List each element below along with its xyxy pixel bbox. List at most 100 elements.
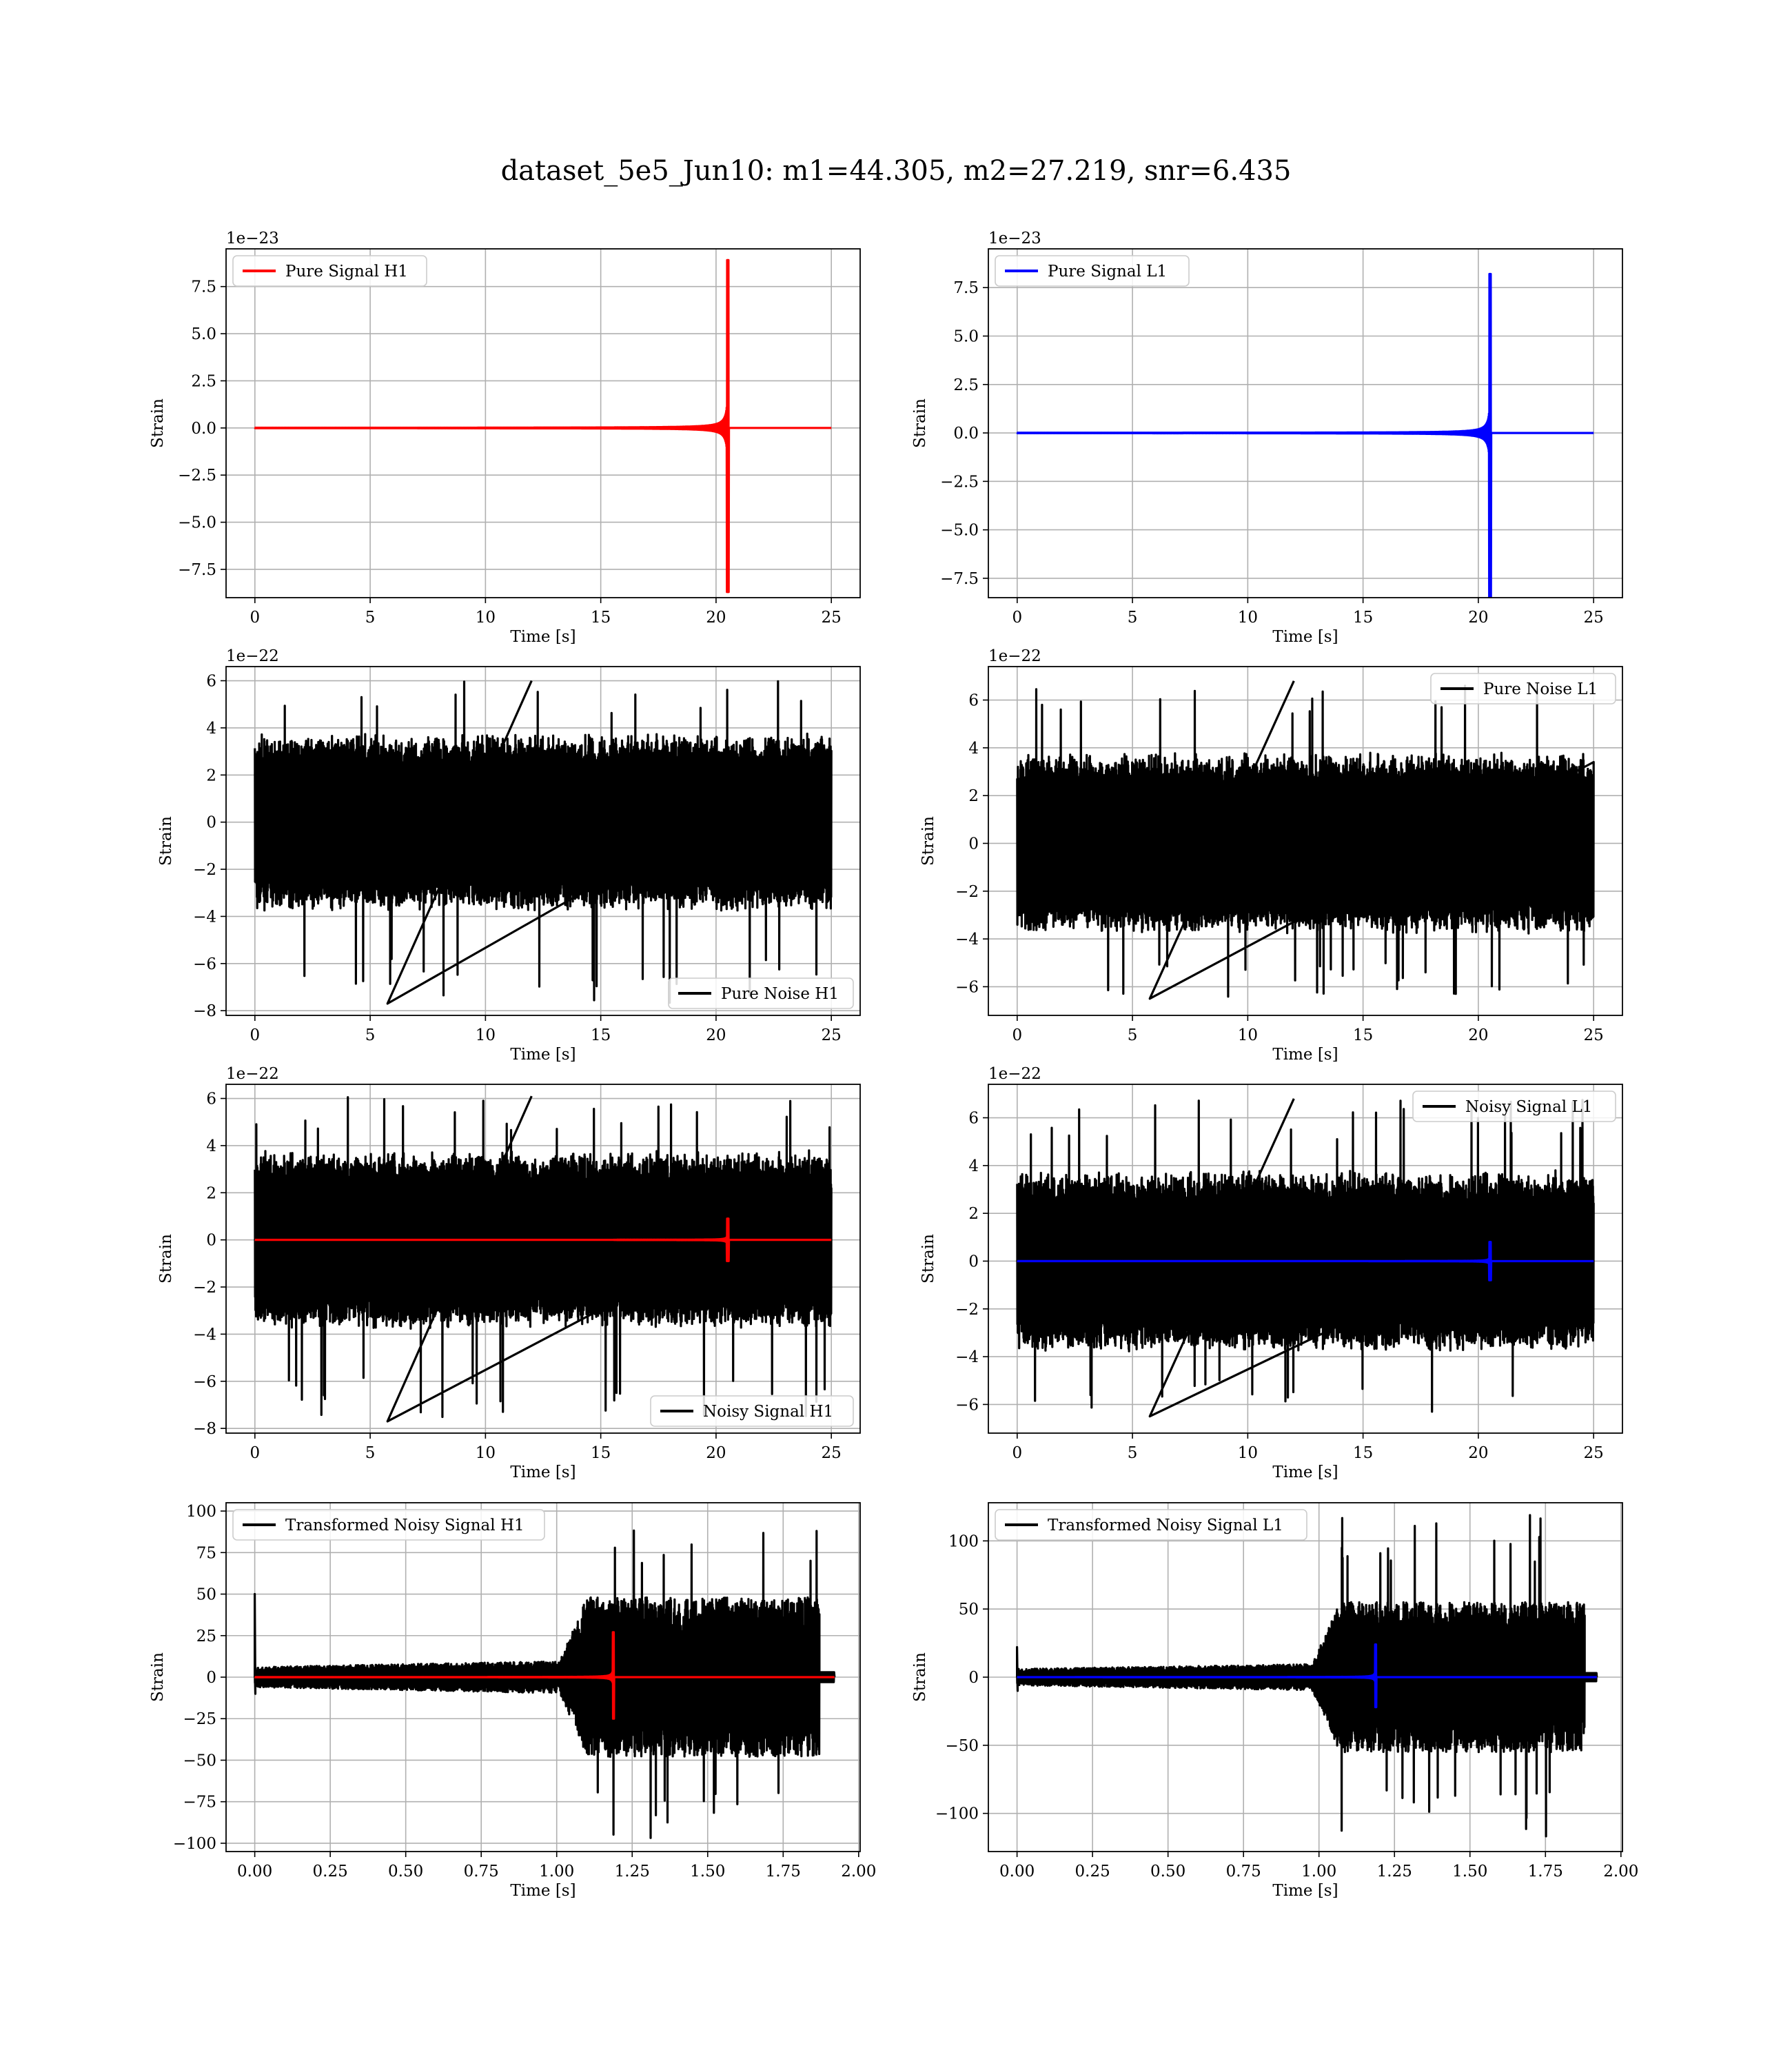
x-tick-label: 1.50 bbox=[690, 1863, 725, 1881]
y-axis-label: Strain bbox=[919, 816, 937, 866]
y-tick-label: −7.5 bbox=[940, 570, 979, 588]
x-tick-label: 0 bbox=[250, 609, 260, 627]
series-line-pure-noise-l1 bbox=[1016, 680, 1595, 1000]
y-tick-label: −7.5 bbox=[178, 561, 216, 579]
subplot-3: 0 5 10 15 20 25 −8 −6 −4 −2 0 2 4 6 Time [s] Strain 1e−2… bbox=[157, 647, 861, 1064]
subplot-2: 0 5 10 15 20 25 −7.5 −5.0 −2.5 0.0 2.5 5.0 7.5 Time [… bbox=[911, 230, 1623, 646]
legend: Transformed Noisy Signal L1 bbox=[995, 1509, 1307, 1541]
x-axis-label: Time [s] bbox=[510, 1882, 576, 1900]
x-tick-label: 1.00 bbox=[1301, 1863, 1336, 1881]
axes-frame bbox=[225, 248, 861, 598]
legend-box bbox=[995, 255, 1190, 287]
series-line-noisy-signal-l1 bbox=[1016, 1098, 1595, 1418]
y-axis-label: Strain bbox=[911, 398, 929, 448]
y-axis-label: Strain bbox=[149, 1652, 167, 1702]
subplot-4: 0 5 10 15 20 25 −6 −4 −2 0 2 4 6 Time [s] Strain 1e−22 P… bbox=[919, 647, 1623, 1064]
y-axis-label: Strain bbox=[157, 816, 175, 866]
series-group bbox=[1016, 1514, 1598, 1838]
y-tick-label: 50 bbox=[959, 1601, 979, 1619]
legend-label: Pure Signal L1 bbox=[1048, 263, 1167, 281]
axes-frame bbox=[988, 666, 1623, 1016]
x-tick-label: 20 bbox=[706, 1444, 726, 1462]
x-tick-label: 0 bbox=[250, 1026, 260, 1044]
x-tick-label: 5 bbox=[365, 609, 376, 627]
series-group bbox=[254, 258, 833, 594]
y-tick-label: 7.5 bbox=[953, 279, 979, 297]
x-tick-label: 25 bbox=[1584, 609, 1604, 627]
y-axis-label: Strain bbox=[157, 1234, 175, 1284]
x-tick-label: 5 bbox=[1128, 609, 1138, 627]
series-line-overlay bbox=[1016, 1643, 1598, 1709]
offset-text: 1e−22 bbox=[988, 647, 1041, 665]
x-tick-label: 15 bbox=[591, 1026, 611, 1044]
series-line-overlay bbox=[254, 1217, 833, 1262]
legend: Noisy Signal H1 bbox=[650, 1395, 854, 1427]
series-line-noisy-signal-h1 bbox=[254, 1095, 833, 1423]
y-tick-label: 4 bbox=[206, 720, 216, 738]
y-tick-label: 6 bbox=[968, 692, 979, 710]
legend-label: Pure Noise H1 bbox=[721, 985, 839, 1003]
y-tick-label: −6 bbox=[955, 978, 979, 996]
y-tick-label: −2 bbox=[955, 1301, 979, 1319]
legend: Pure Noise H1 bbox=[668, 977, 854, 1009]
offset-text: 1e−23 bbox=[988, 230, 1041, 247]
x-tick-label: 0.00 bbox=[237, 1863, 272, 1881]
subplot-6: 0 5 10 15 20 25 −6 −4 −2 0 2 4 6 Time [s] Strain 1e−22 N… bbox=[919, 1065, 1623, 1481]
x-tick-label: 0 bbox=[1012, 1444, 1022, 1462]
y-tick-label: −6 bbox=[193, 1373, 216, 1391]
x-tick-label: 0 bbox=[250, 1444, 260, 1462]
y-tick-label: 100 bbox=[948, 1532, 979, 1550]
x-tick-label: 10 bbox=[476, 1444, 496, 1462]
x-tick-label: 5 bbox=[1128, 1444, 1138, 1462]
x-tick-label: 5 bbox=[365, 1444, 376, 1462]
x-tick-label: 0 bbox=[1012, 1026, 1022, 1044]
subplot-1: 0 5 10 15 20 25 −7.5 −5.0 −2.5 0.0 2.5 5.0 7.5 Time [… bbox=[149, 230, 861, 646]
y-tick-label: 2.5 bbox=[953, 376, 979, 394]
x-tick-label: 10 bbox=[1238, 1444, 1258, 1462]
x-tick-label: 10 bbox=[476, 1026, 496, 1044]
x-axis-label: Time [s] bbox=[1272, 628, 1338, 646]
legend: Noisy Signal L1 bbox=[1412, 1091, 1616, 1122]
series-line-transformed-noisy-signal-h1 bbox=[254, 1529, 836, 1839]
series-line-pure-signal-h1 bbox=[254, 258, 833, 594]
x-axis-label: Time [s] bbox=[1272, 1463, 1338, 1481]
series-line-pure-signal-l1 bbox=[1016, 272, 1595, 598]
series-line-transformed-noisy-signal-l1 bbox=[1016, 1514, 1598, 1838]
offset-text: 1e−23 bbox=[226, 230, 279, 247]
axes-frame bbox=[988, 248, 1623, 598]
y-tick-label: 2.5 bbox=[191, 372, 216, 390]
x-tick-label: 0.25 bbox=[313, 1863, 348, 1881]
y-tick-label: 25 bbox=[196, 1628, 216, 1645]
x-tick-label: 25 bbox=[1584, 1026, 1604, 1044]
y-tick-label: 4 bbox=[968, 1157, 979, 1175]
offset-text: 1e−22 bbox=[226, 647, 279, 665]
legend: Pure Signal L1 bbox=[995, 255, 1190, 287]
legend-box bbox=[1412, 1091, 1616, 1122]
x-tick-label: 15 bbox=[591, 609, 611, 627]
legend-box bbox=[232, 255, 427, 287]
y-tick-label: −75 bbox=[183, 1794, 216, 1812]
x-tick-label: 15 bbox=[1353, 1026, 1373, 1044]
series-group bbox=[254, 680, 833, 1005]
axes-frame bbox=[225, 1084, 861, 1434]
y-tick-label: 0 bbox=[968, 1253, 979, 1270]
y-tick-label: −8 bbox=[193, 1002, 216, 1020]
y-axis-label: Strain bbox=[919, 1234, 937, 1284]
x-tick-label: 15 bbox=[1353, 1444, 1373, 1462]
y-tick-label: −2 bbox=[193, 1279, 216, 1297]
x-tick-label: 2.00 bbox=[1603, 1863, 1638, 1881]
x-tick-label: 1.75 bbox=[1528, 1863, 1563, 1881]
y-tick-label: 7.5 bbox=[191, 278, 216, 296]
subplot-8: 0.00 0.25 0.50 0.75 1.00 1.25 1.50 1.75 2.00 −100… bbox=[911, 1502, 1638, 1900]
legend-box bbox=[995, 1509, 1307, 1541]
y-tick-label: −100 bbox=[173, 1835, 216, 1853]
x-tick-label: 20 bbox=[1468, 1026, 1488, 1044]
y-tick-label: 6 bbox=[206, 1091, 216, 1108]
y-tick-label: −100 bbox=[935, 1805, 979, 1823]
axes-frame bbox=[988, 1084, 1623, 1434]
y-tick-label: −50 bbox=[945, 1737, 979, 1755]
x-tick-label: 20 bbox=[706, 609, 726, 627]
x-tick-label: 25 bbox=[822, 1444, 842, 1462]
legend-label: Pure Noise L1 bbox=[1483, 680, 1598, 698]
